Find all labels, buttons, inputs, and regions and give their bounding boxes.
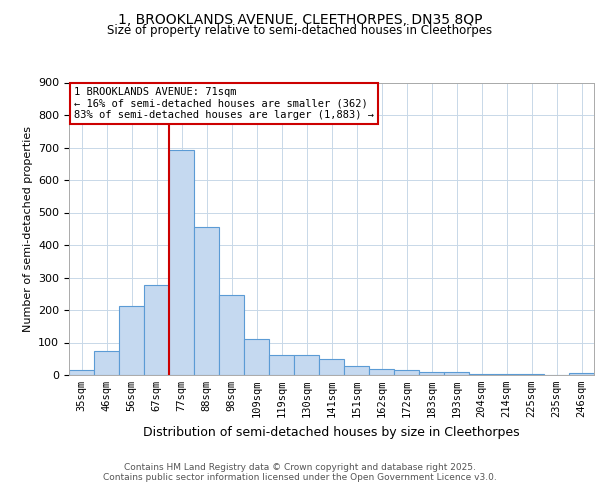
Bar: [194, 227, 219, 375]
Bar: [519, 374, 544, 375]
Bar: [569, 374, 594, 375]
Bar: [119, 306, 144, 375]
Bar: [94, 350, 119, 375]
Text: Contains public sector information licensed under the Open Government Licence v3: Contains public sector information licen…: [103, 472, 497, 482]
Bar: [469, 374, 494, 375]
Bar: [344, 366, 369, 375]
Bar: [494, 374, 519, 375]
Y-axis label: Number of semi-detached properties: Number of semi-detached properties: [23, 126, 32, 332]
Bar: [269, 354, 294, 375]
Bar: [69, 370, 94, 375]
Bar: [369, 369, 394, 375]
Text: 1, BROOKLANDS AVENUE, CLEETHORPES, DN35 8QP: 1, BROOKLANDS AVENUE, CLEETHORPES, DN35 …: [118, 12, 482, 26]
Bar: [294, 354, 319, 375]
X-axis label: Distribution of semi-detached houses by size in Cleethorpes: Distribution of semi-detached houses by …: [143, 426, 520, 438]
Bar: [244, 339, 269, 375]
Bar: [319, 359, 344, 375]
Bar: [144, 285, 169, 375]
Bar: [219, 296, 244, 375]
Text: 1 BROOKLANDS AVENUE: 71sqm
← 16% of semi-detached houses are smaller (362)
83% o: 1 BROOKLANDS AVENUE: 71sqm ← 16% of semi…: [74, 87, 374, 120]
Text: Size of property relative to semi-detached houses in Cleethorpes: Size of property relative to semi-detach…: [107, 24, 493, 37]
Text: Contains HM Land Registry data © Crown copyright and database right 2025.: Contains HM Land Registry data © Crown c…: [124, 462, 476, 471]
Bar: [394, 370, 419, 375]
Bar: [419, 372, 444, 375]
Bar: [444, 372, 469, 375]
Bar: [169, 150, 194, 375]
